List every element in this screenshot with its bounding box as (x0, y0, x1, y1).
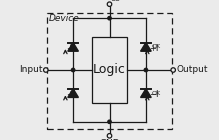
Text: IK: IK (69, 44, 75, 49)
Polygon shape (141, 89, 151, 97)
Text: −I: −I (67, 90, 76, 99)
Text: Logic: Logic (93, 64, 126, 76)
Text: Input: Input (19, 66, 43, 74)
Text: Output: Output (176, 66, 208, 74)
Circle shape (108, 17, 111, 20)
Text: CC: CC (110, 0, 120, 2)
Text: OK: OK (152, 44, 161, 49)
Text: OK: OK (152, 91, 161, 96)
Circle shape (71, 68, 75, 72)
Text: +I: +I (67, 44, 76, 53)
Text: IK: IK (69, 91, 75, 96)
Circle shape (107, 134, 112, 138)
Circle shape (171, 68, 175, 72)
Text: Device: Device (49, 14, 79, 23)
Bar (47, 13, 172, 129)
Polygon shape (68, 43, 78, 51)
Circle shape (108, 120, 111, 123)
Polygon shape (141, 43, 151, 51)
Bar (92, 37, 127, 103)
Text: −I: −I (149, 90, 159, 99)
Polygon shape (68, 89, 78, 97)
Text: +I: +I (149, 44, 158, 53)
Circle shape (144, 68, 148, 72)
Text: GND: GND (99, 139, 120, 140)
Text: V: V (103, 0, 109, 1)
Circle shape (107, 2, 112, 6)
Circle shape (44, 68, 48, 72)
